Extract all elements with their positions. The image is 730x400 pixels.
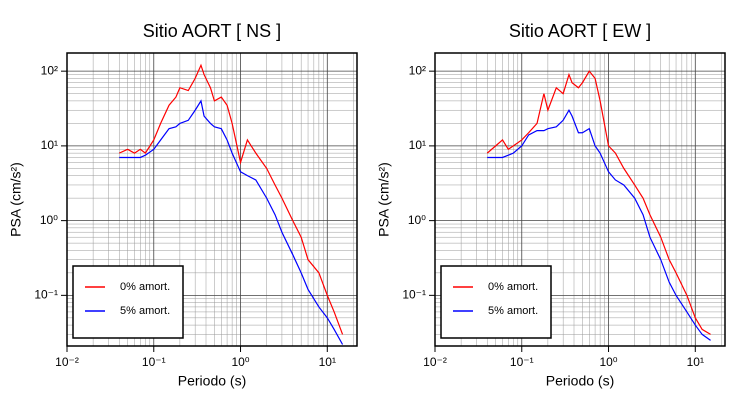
legend-label: 5% amort. bbox=[120, 305, 170, 317]
legend-label: 5% amort. bbox=[488, 305, 538, 317]
y-tick-label: 10² bbox=[41, 63, 58, 77]
chart-title: Sitio AORT [ EW ] bbox=[509, 21, 651, 41]
y-tick-label: 10¹ bbox=[41, 138, 58, 152]
x-tick-label: 10⁰ bbox=[599, 355, 617, 369]
plot-frame bbox=[434, 52, 726, 347]
y-axis-label: PSA (cm/s²) bbox=[376, 162, 392, 237]
y-axis-label: PSA (cm/s²) bbox=[8, 162, 24, 237]
x-tick-label: 10⁻² bbox=[423, 355, 447, 369]
legend-box bbox=[440, 265, 552, 339]
series-line bbox=[487, 108, 711, 341]
series-line bbox=[486, 70, 711, 335]
y-tick-label: 10⁻¹ bbox=[402, 288, 426, 302]
x-tick-label: 10¹ bbox=[687, 355, 704, 369]
y-tick-label: 10⁰ bbox=[40, 213, 58, 227]
x-tick-label: 10⁻¹ bbox=[510, 355, 534, 369]
x-tick-label: 10⁻¹ bbox=[142, 355, 166, 369]
legend-box bbox=[72, 265, 184, 339]
legend-label: 0% amort. bbox=[120, 281, 170, 293]
chart-panel: Sitio AORT [ NS ] Periodo (s) PSA (cm/s²) 1… bbox=[8, 21, 358, 389]
x-tick-label: 10⁻² bbox=[55, 355, 79, 369]
x-tick-label: 10⁰ bbox=[231, 355, 249, 369]
chart-panel: Sitio AORT [ EW ] Periodo (s) PSA (cm/s²) 1… bbox=[376, 21, 726, 389]
x-tick-label: 10¹ bbox=[319, 355, 336, 369]
y-tick-label: 10¹ bbox=[409, 138, 426, 152]
y-tick-label: 10⁰ bbox=[408, 213, 426, 227]
y-tick-label: 10⁻¹ bbox=[34, 288, 58, 302]
series-line bbox=[119, 99, 344, 345]
series-line bbox=[118, 63, 344, 335]
x-axis-label: Periodo (s) bbox=[178, 373, 246, 389]
x-axis-label: Periodo (s) bbox=[546, 373, 614, 389]
plot-frame bbox=[66, 52, 358, 347]
chart-title: Sitio AORT [ NS ] bbox=[143, 21, 281, 41]
y-tick-label: 10² bbox=[409, 63, 426, 77]
legend-label: 0% amort. bbox=[488, 281, 538, 293]
